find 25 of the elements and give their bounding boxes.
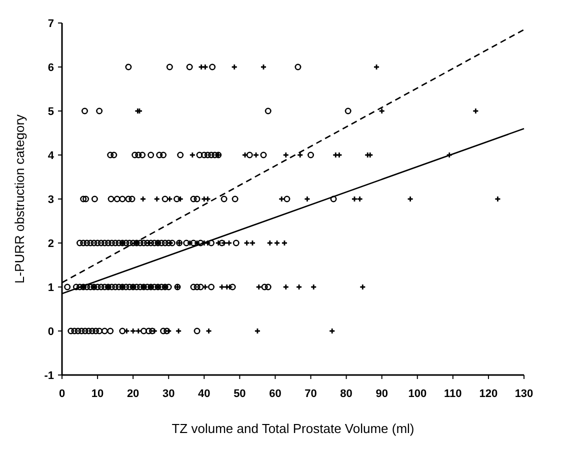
x-tick-label: 120 bbox=[479, 388, 498, 400]
x-tick-label: 130 bbox=[514, 388, 534, 400]
x-tick-label: 60 bbox=[269, 388, 282, 400]
y-axis-title: L-PURR obstruction category bbox=[12, 114, 27, 284]
x-tick-label: 20 bbox=[126, 388, 140, 400]
y-tick-label: 5 bbox=[48, 106, 54, 118]
y-tick-label: 0 bbox=[48, 326, 54, 338]
x-tick-label: 10 bbox=[91, 388, 104, 400]
x-tick-label: 110 bbox=[444, 388, 462, 400]
y-tick-label: 6 bbox=[48, 62, 54, 74]
y-tick-label: 1 bbox=[48, 282, 54, 294]
x-tick-label: 90 bbox=[376, 388, 388, 400]
x-tick-label: 40 bbox=[198, 388, 210, 400]
x-axis-title: TZ volume and Total Prostate Volume (ml) bbox=[172, 421, 414, 436]
x-tick-label: 30 bbox=[162, 388, 175, 400]
x-tick-label: 70 bbox=[304, 388, 317, 400]
x-tick-label: 100 bbox=[408, 388, 427, 400]
y-tick-label: -1 bbox=[44, 370, 54, 382]
x-tick-label: 0 bbox=[58, 388, 66, 400]
y-tick-label: 3 bbox=[48, 194, 54, 206]
y-tick-label: 2 bbox=[48, 238, 54, 250]
y-tick-label: 4 bbox=[48, 150, 55, 162]
x-tick-label: 80 bbox=[340, 388, 352, 400]
y-tick-label: 7 bbox=[48, 18, 54, 30]
x-tick-label: 50 bbox=[234, 388, 246, 400]
